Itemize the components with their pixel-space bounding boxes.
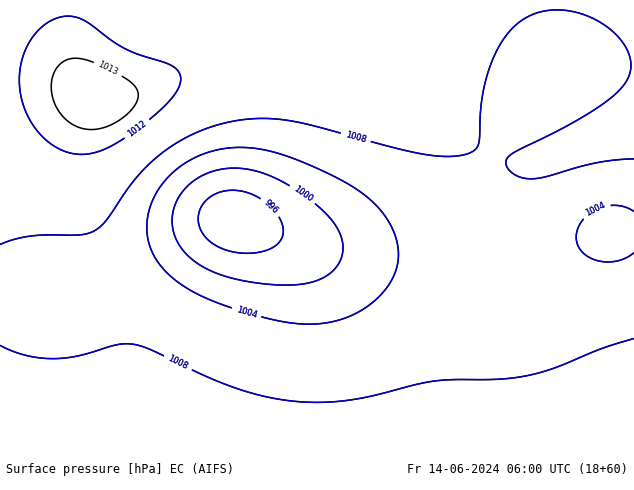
Text: 1000: 1000 [292,185,314,204]
Text: Surface pressure [hPa] EC (AIFS): Surface pressure [hPa] EC (AIFS) [6,463,235,476]
Text: 1008: 1008 [344,130,367,145]
Text: 1013: 1013 [96,60,119,77]
Text: 996: 996 [262,198,280,216]
Text: 1008: 1008 [166,354,190,372]
Text: 996: 996 [262,198,280,216]
Text: Fr 14-06-2024 06:00 UTC (18+60): Fr 14-06-2024 06:00 UTC (18+60) [407,463,628,476]
Text: 1012: 1012 [126,119,148,139]
Text: 1004: 1004 [585,201,607,218]
Text: 1004: 1004 [235,305,258,320]
Text: 1008: 1008 [166,354,190,372]
Text: 1004: 1004 [585,201,607,218]
Text: 1000: 1000 [292,185,314,204]
Text: 1008: 1008 [344,130,367,145]
Text: 1004: 1004 [235,305,258,320]
Text: 1012: 1012 [126,119,148,139]
